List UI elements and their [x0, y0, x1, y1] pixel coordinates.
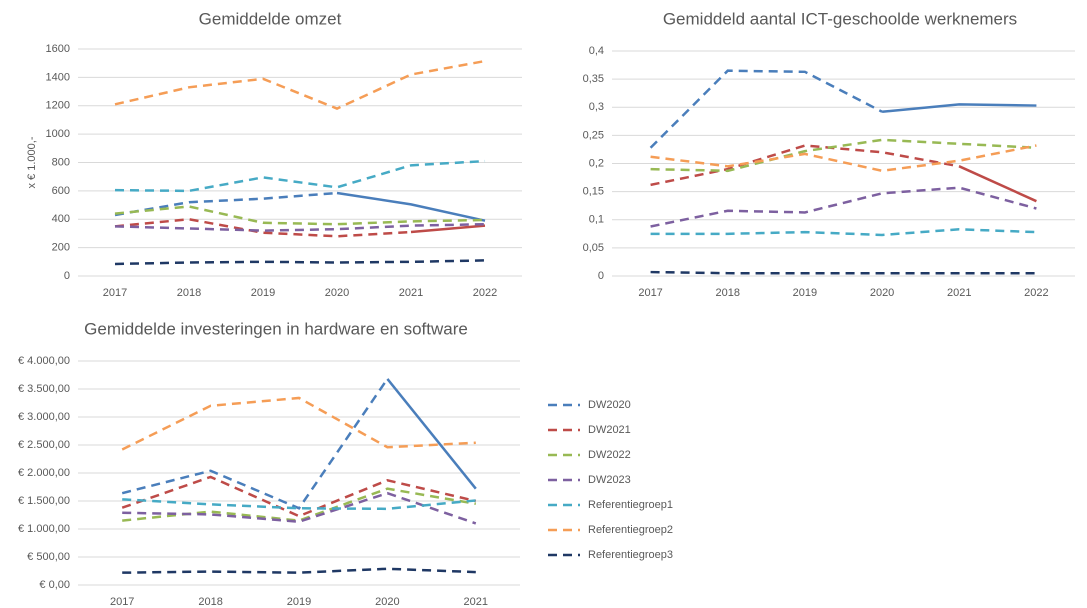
y-tick-label: 200	[52, 242, 70, 254]
y-tick-label: 800	[52, 156, 70, 168]
x-tick-label: 2021	[399, 287, 423, 299]
legend-label: Referentiegroep2	[588, 524, 673, 536]
x-tick-label: 2017	[110, 596, 134, 608]
y-tick-label: € 1.000,00	[18, 523, 70, 535]
y-tick-label: € 4.000,00	[18, 355, 70, 367]
series-line-solid	[958, 165, 1037, 203]
x-tick-label: 2022	[473, 287, 497, 299]
series-line-dashed	[114, 217, 412, 238]
y-tick-label: 0,3	[589, 101, 604, 113]
series-line-dashed	[649, 69, 883, 149]
y-tick-label: 1400	[46, 71, 70, 83]
series-line-dashed	[122, 487, 477, 522]
y-tick-label: € 2.000,00	[18, 467, 70, 479]
legend-label: DW2023	[588, 474, 631, 486]
y-tick-label: 0,25	[583, 129, 604, 141]
legend-label: DW2020	[588, 399, 631, 411]
y-tick-label: 1600	[46, 43, 70, 55]
series-line-dashed	[121, 396, 476, 451]
series-line-dashed	[122, 567, 476, 574]
x-tick-label: 2019	[793, 287, 817, 299]
y-tick-label: 0,2	[589, 157, 604, 169]
y-tick-label: 0,35	[583, 73, 604, 85]
series-line-dashed	[114, 259, 486, 266]
x-tick-label: 2019	[287, 596, 311, 608]
y-tick-label: 600	[52, 185, 70, 197]
series-line-dashed	[114, 205, 486, 226]
series-line-dashed	[114, 59, 486, 110]
chart-title: Gemiddelde omzet	[199, 9, 342, 28]
x-tick-label: 2022	[1024, 287, 1048, 299]
y-tick-label: € 3.000,00	[18, 411, 70, 423]
series-line-dashed	[114, 159, 486, 193]
y-tick-label: 0,15	[583, 186, 604, 198]
series-line-dashed	[121, 475, 477, 518]
x-tick-label: 2020	[375, 596, 399, 608]
series-line-dashed	[650, 228, 1037, 237]
legend-label: DW2022	[588, 449, 631, 461]
series-line-dashed	[114, 222, 486, 232]
x-tick-label: 2018	[198, 596, 222, 608]
series-line-solid	[336, 191, 486, 222]
x-tick-label: 2018	[177, 287, 201, 299]
chart-title: Gemiddelde investeringen in hardware en …	[84, 319, 468, 338]
x-tick-label: 2017	[103, 287, 127, 299]
series-line-dashed	[650, 144, 1037, 173]
y-tick-label: € 0,00	[39, 579, 70, 591]
y-tick-label: € 3.500,00	[18, 383, 70, 395]
y-tick-label: 0	[64, 270, 70, 282]
x-tick-label: 2017	[638, 287, 662, 299]
y-tick-label: 0,05	[583, 242, 604, 254]
legend-label: DW2021	[588, 424, 631, 436]
series-line-dashed	[650, 186, 1037, 228]
legend-label: Referentiegroep3	[588, 549, 673, 561]
y-tick-label: 0,1	[589, 214, 604, 226]
series-line-solid	[881, 103, 1037, 113]
x-tick-label: 2018	[716, 287, 740, 299]
series-line-dashed	[650, 138, 1037, 173]
series-line-dashed	[121, 378, 389, 510]
series-line-dashed	[650, 270, 1037, 275]
x-tick-label: 2020	[325, 287, 349, 299]
series-line-solid	[386, 378, 477, 490]
x-tick-label: 2020	[870, 287, 894, 299]
y-tick-label: € 500,00	[27, 551, 70, 563]
y-tick-label: 0,4	[589, 45, 604, 57]
y-tick-label: € 2.500,00	[18, 439, 70, 451]
x-tick-label: 2019	[251, 287, 275, 299]
series-line-dashed	[114, 191, 338, 217]
y-tick-label: 1000	[46, 128, 70, 140]
y-tick-label: 400	[52, 213, 70, 225]
series-line-dashed	[122, 491, 477, 525]
y-tick-label: 0	[598, 270, 604, 282]
y-axis-label: x € 1.000,-	[26, 136, 38, 188]
series-line-solid	[410, 224, 486, 234]
y-tick-label: 1200	[46, 100, 70, 112]
chart-title: Gemiddeld aantal ICT-geschoolde werkneme…	[663, 9, 1017, 28]
x-tick-label: 2021	[464, 596, 488, 608]
x-tick-label: 2021	[947, 287, 971, 299]
legend-label: Referentiegroep1	[588, 499, 673, 511]
y-tick-label: € 1.500,00	[18, 495, 70, 507]
series-line-dashed	[650, 144, 960, 187]
